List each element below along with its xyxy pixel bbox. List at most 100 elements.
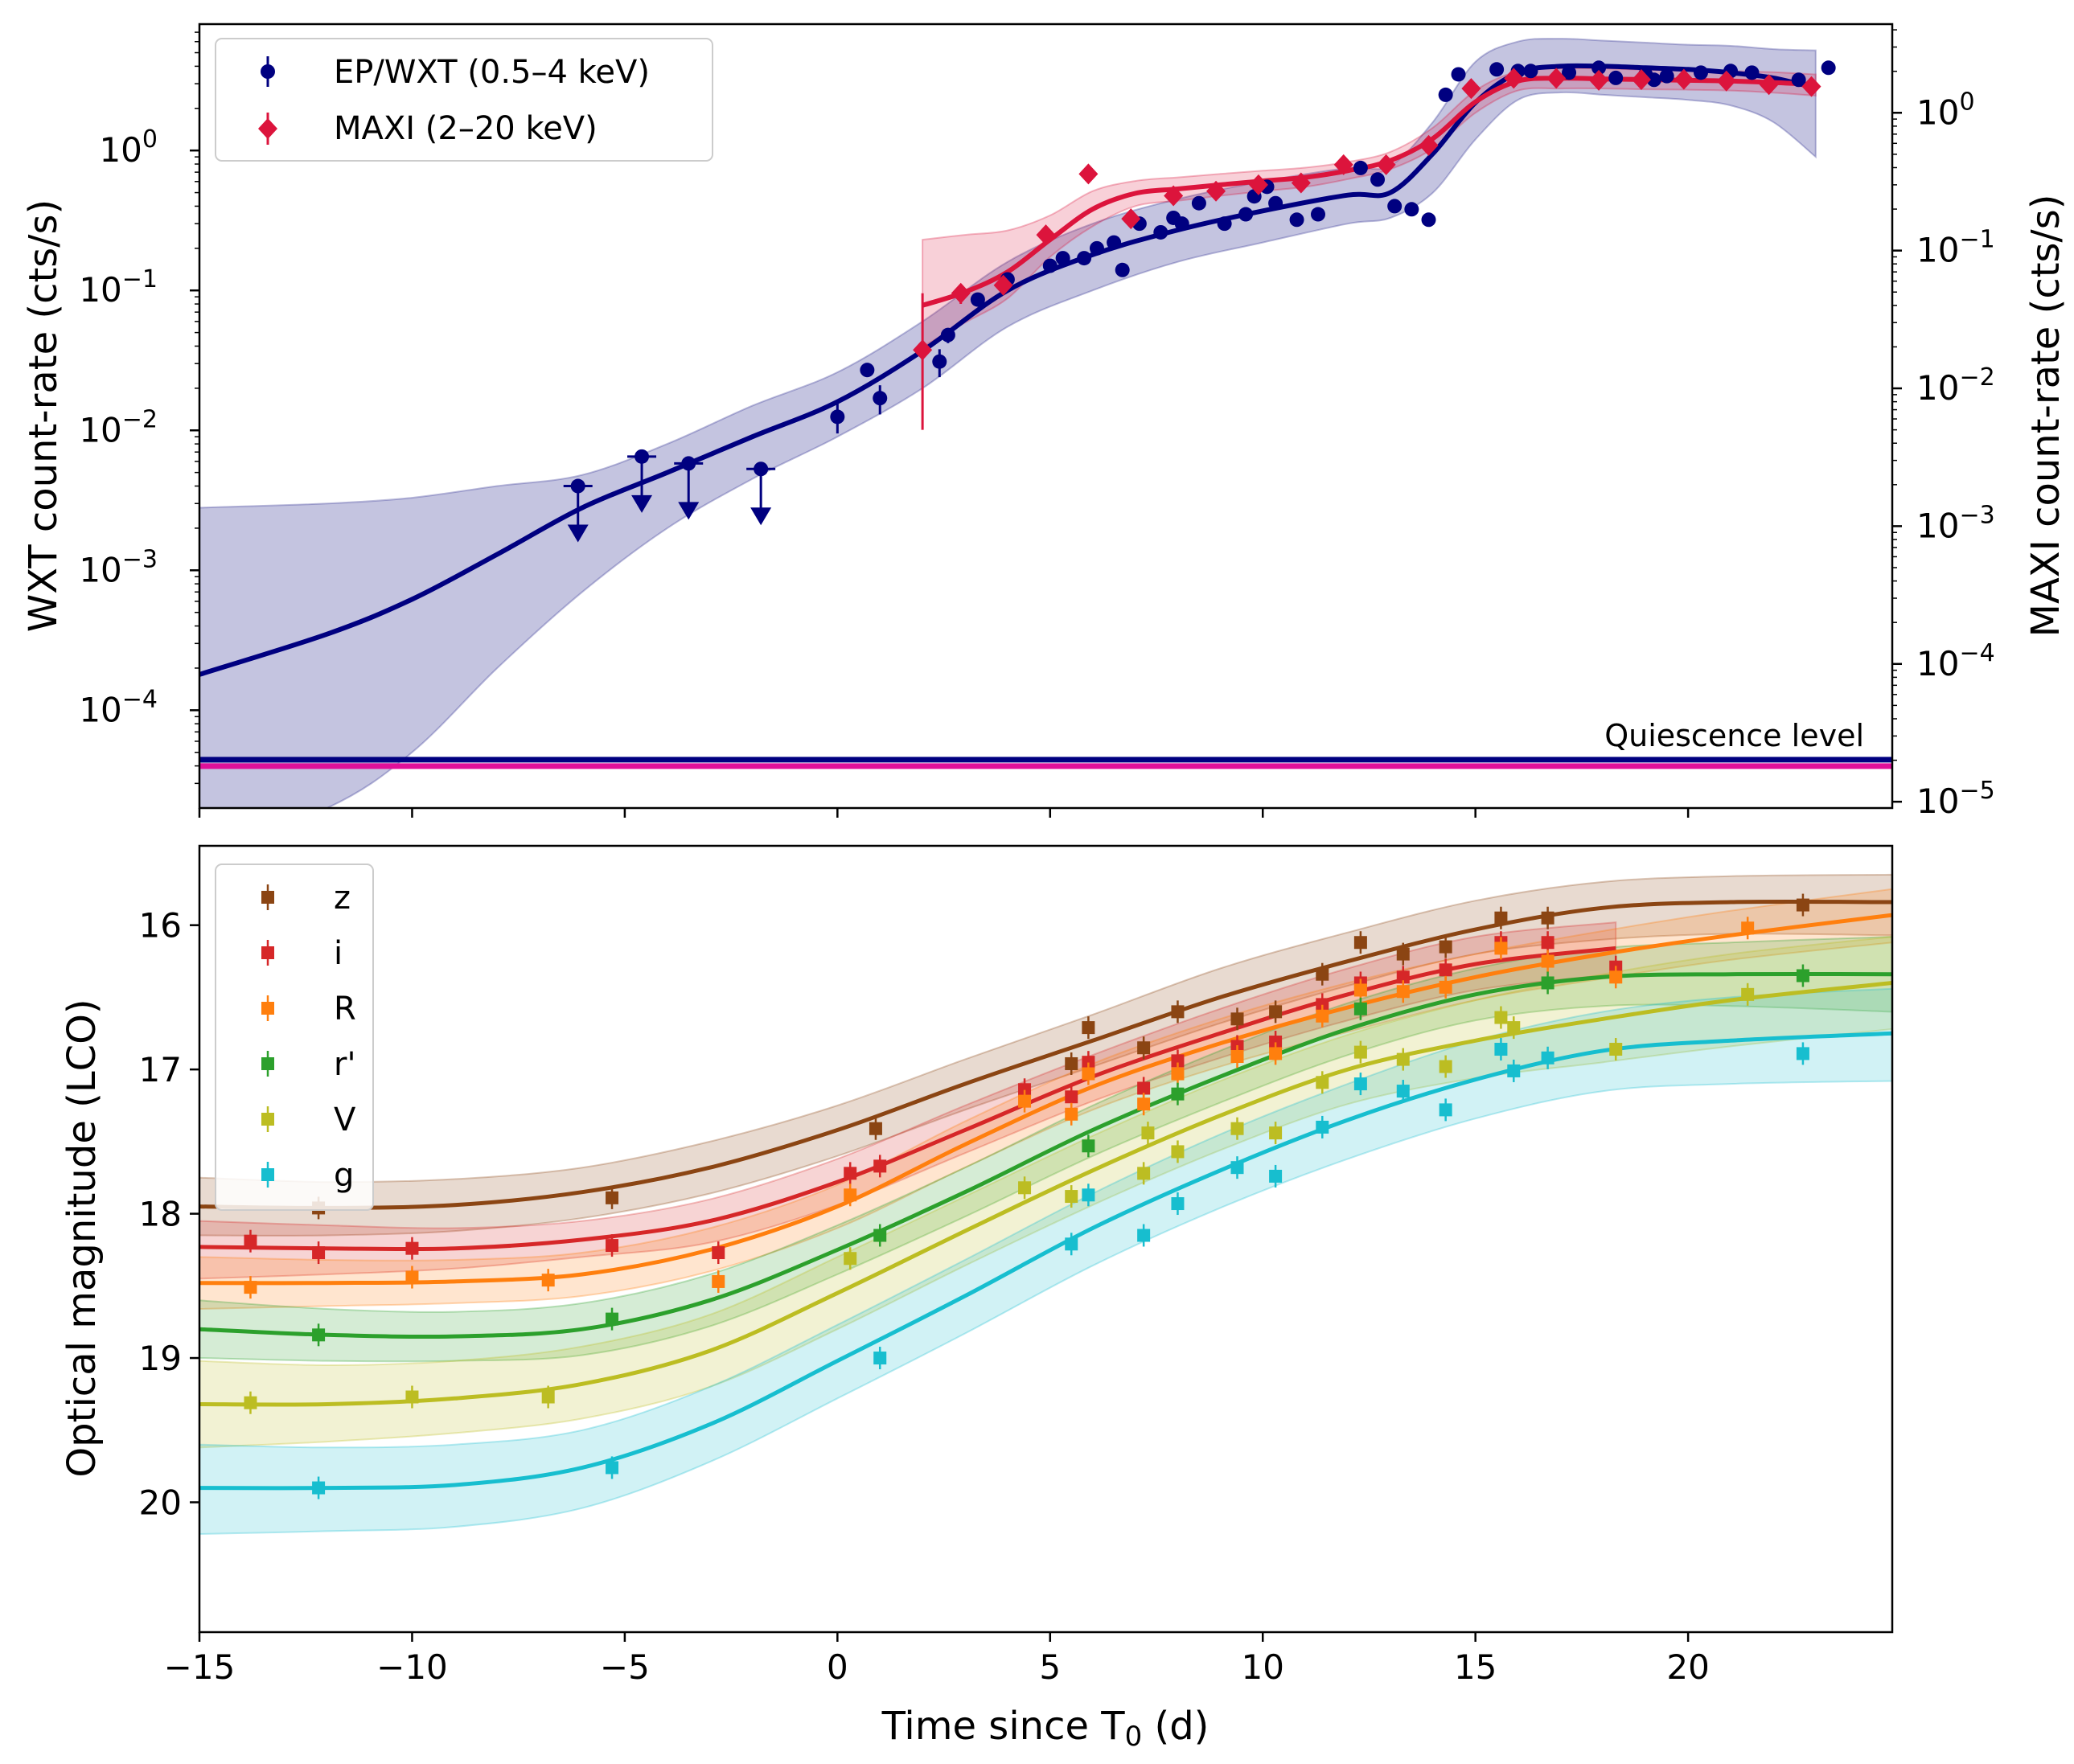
point-z: [1353, 931, 1367, 954]
point-R: [1082, 1062, 1095, 1085]
wxt-point: [1608, 70, 1624, 85]
maxi-point: [1461, 78, 1481, 100]
top-right-y-tick-label: 10−2: [1916, 363, 1995, 408]
point-V: [1230, 1117, 1244, 1140]
point-z: [1269, 1000, 1283, 1024]
point-z: [1541, 906, 1554, 929]
point-R: [405, 1266, 419, 1289]
point-V: [1065, 1185, 1078, 1208]
wxt-point: [860, 363, 875, 378]
point-R: [1316, 1004, 1329, 1028]
point-g: [312, 1476, 326, 1499]
point-V: [1396, 1048, 1410, 1071]
point-R: [1396, 980, 1410, 1003]
point-rprime: [1353, 997, 1367, 1020]
point-V: [541, 1385, 555, 1409]
point-g: [1316, 1115, 1329, 1138]
point-i: [844, 1162, 857, 1185]
top-left-y-tick-label: 100: [99, 125, 158, 170]
top-legend-box: [215, 38, 713, 162]
legend-label-R: R: [334, 991, 356, 1028]
top-left-y-tick-label: 10−4: [79, 685, 158, 729]
point-g: [1396, 1080, 1410, 1103]
maxi-point: [1333, 154, 1353, 175]
bottom-y-tick-label: 16: [139, 906, 182, 946]
point-g: [1065, 1233, 1078, 1256]
point-g: [1494, 1038, 1508, 1061]
point-V: [1494, 1006, 1508, 1029]
legend-label-V: V: [334, 1101, 356, 1138]
maxi-point: [1164, 185, 1184, 207]
bottom-axes-frame: [198, 844, 1894, 1634]
maxi-point: [1801, 76, 1821, 97]
wxt-upper-limit: [563, 478, 593, 543]
wxt-upper-limit: [746, 462, 776, 526]
top-right-y-tick-label: 10−5: [1916, 777, 1995, 821]
bottom-x-tick-label: −5: [600, 1647, 650, 1687]
point-R: [844, 1184, 857, 1207]
point-z: [1082, 1016, 1095, 1040]
wxt-point: [1744, 65, 1760, 80]
bottom-y-tick-label: 19: [139, 1339, 182, 1378]
legend-marker-R: [261, 995, 274, 1021]
wxt-upper-limit: [674, 456, 704, 520]
legend-label-i: i: [334, 935, 343, 972]
point-rprime: [873, 1224, 887, 1247]
bottom-y-tick-label: 18: [139, 1195, 182, 1234]
maxi-point: [1674, 68, 1694, 90]
point-g: [1137, 1224, 1151, 1247]
point-i: [312, 1241, 326, 1265]
point-R: [1609, 966, 1623, 989]
wxt-point: [1191, 195, 1206, 211]
point-V: [1507, 1016, 1521, 1040]
fit-line-z: [199, 899, 1892, 1210]
legend-label-rprime: r': [334, 1046, 355, 1083]
maxi-point: [1291, 172, 1311, 194]
point-z: [1065, 1052, 1078, 1075]
top-left-y-tick-label: 10−2: [79, 405, 158, 449]
point-R: [1541, 950, 1554, 973]
point-rprime: [1541, 971, 1554, 995]
point-R: [1494, 937, 1508, 960]
bottom-y-tick-label: 17: [139, 1050, 182, 1089]
wxt-point: [1387, 199, 1403, 214]
point-V: [844, 1247, 857, 1270]
point-R: [1018, 1089, 1032, 1113]
point-i: [712, 1241, 725, 1265]
wxt-point: [1077, 251, 1092, 266]
fit-line-i: [199, 946, 1616, 1252]
point-g: [1230, 1156, 1244, 1179]
point-V: [1353, 1040, 1367, 1064]
maxi-point: [1631, 69, 1651, 91]
legend-marker-wxt: [261, 56, 275, 87]
wxt-point: [830, 404, 845, 434]
point-i: [606, 1234, 619, 1257]
point-z: [1171, 1000, 1185, 1024]
wxt-confidence-band: [199, 38, 1817, 808]
point-g: [1796, 1042, 1809, 1065]
wxt-point: [970, 292, 985, 307]
point-R: [1439, 975, 1452, 999]
legend-label-z: z: [334, 880, 351, 917]
legend-label-wxt: EP/WXT (0.5–4 keV): [334, 54, 650, 91]
bottom-data-points: [244, 893, 1809, 1499]
x-axis-label-suffix: (d): [1142, 1704, 1209, 1749]
top-right-y-tick-label: 10−1: [1916, 226, 1995, 270]
quiescence-annotation: Quiescence level: [1604, 718, 1864, 753]
bottom-fit-lines: [199, 899, 1892, 1491]
point-rprime: [1171, 1082, 1185, 1106]
point-z: [1137, 1036, 1151, 1060]
maxi-point: [1716, 70, 1736, 92]
point-rprime: [312, 1323, 326, 1347]
legend-marker-V: [261, 1106, 274, 1132]
maxi-point: [1206, 180, 1226, 202]
wxt-point: [1404, 202, 1419, 217]
point-z: [606, 1186, 619, 1209]
top-axis-ticks: 10−4 10−3 10−2 10−1 100 10−5 10−4 10−3 10−2 10−1 1…: [79, 29, 1995, 821]
top-right-y-tick-label: 10−4: [1916, 639, 1995, 683]
wxt-point: [940, 327, 955, 343]
legend-label-maxi: MAXI (2–20 keV): [334, 110, 598, 147]
point-i: [873, 1155, 887, 1178]
bottom-x-tick-label: 10: [1242, 1647, 1284, 1687]
